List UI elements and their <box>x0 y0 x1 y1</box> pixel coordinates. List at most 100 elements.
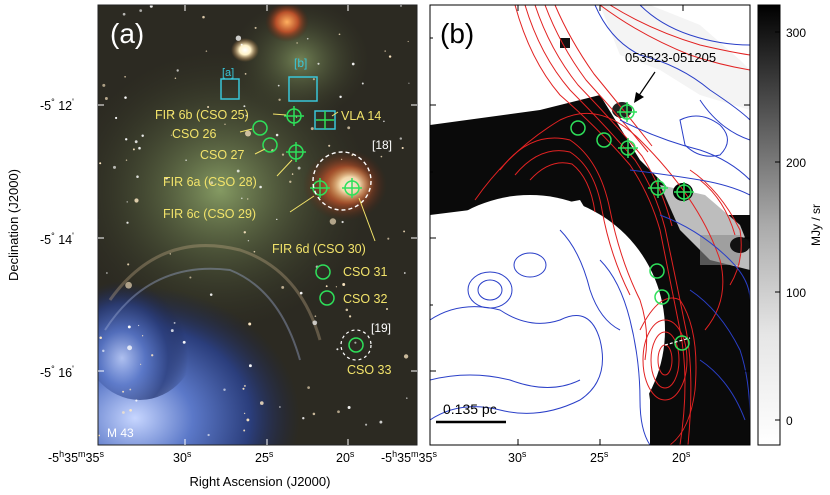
star-point <box>337 410 340 414</box>
star-point <box>189 276 192 279</box>
scalebar-label: 0.135 pc <box>443 401 497 417</box>
star-point <box>307 386 310 389</box>
ytick-14: -5° 14' <box>40 231 74 247</box>
star-point <box>379 420 383 424</box>
panel-a-region-label: M 43 <box>107 426 134 440</box>
star-point <box>210 181 214 185</box>
xtick-b-35: -5h35m35s <box>381 449 437 465</box>
star-point <box>141 335 144 337</box>
star-point <box>328 144 331 147</box>
star-point <box>106 272 108 274</box>
star-point <box>205 50 208 52</box>
star-point <box>306 37 309 40</box>
source-crosses <box>284 106 362 198</box>
star-point <box>254 26 257 29</box>
star-point <box>259 185 262 189</box>
star-point <box>207 433 210 437</box>
star-point <box>243 412 246 415</box>
cso31-circle <box>315 264 331 280</box>
xtick-a-35: -5h35m35s <box>48 449 104 465</box>
star-point <box>325 285 328 288</box>
cso33-circle <box>348 337 364 353</box>
xtick-a-20: 20s <box>336 449 355 465</box>
label-fir6b: FIR 6b (CSO 25) <box>155 108 249 122</box>
star-point <box>386 308 388 310</box>
star-point <box>174 77 177 79</box>
star-point <box>407 40 409 43</box>
star-point <box>170 134 173 137</box>
star-point <box>259 401 264 405</box>
star-point <box>408 82 410 84</box>
region-18-circle <box>312 151 372 211</box>
star-point <box>243 105 246 108</box>
star-point <box>209 293 213 296</box>
label-cso31: CSO 31 <box>343 265 388 279</box>
star-point <box>347 126 351 130</box>
star-point <box>176 69 179 72</box>
xtick-a-30: 30s <box>173 449 192 465</box>
star-point <box>240 197 243 200</box>
star-point <box>312 320 318 326</box>
star-point <box>132 148 135 151</box>
star-point <box>354 341 357 344</box>
star-point <box>136 175 139 178</box>
star-point <box>140 363 142 365</box>
star-point <box>347 406 351 409</box>
star-point <box>296 42 298 44</box>
star-point <box>275 133 279 137</box>
cso32-circle <box>319 290 335 306</box>
star-point <box>348 315 352 318</box>
star-point <box>122 390 125 393</box>
star-point <box>137 324 140 327</box>
star-point <box>170 329 174 333</box>
star-point <box>185 159 187 161</box>
box-a-label: [a] <box>222 67 234 79</box>
star-point <box>242 387 245 390</box>
ytick-12: -5° 12' <box>40 97 74 113</box>
star-arrowhead <box>634 92 644 103</box>
star-point <box>246 198 249 200</box>
star-point <box>302 417 305 420</box>
leader-lines <box>239 111 376 242</box>
star-point <box>113 165 116 169</box>
panel-a-tag: (a) <box>110 18 144 49</box>
label-cso32: CSO 32 <box>343 292 388 306</box>
region-19-circle <box>340 329 372 361</box>
star-point <box>126 201 128 203</box>
star-point <box>173 321 176 324</box>
star-point <box>122 411 125 414</box>
star-point <box>243 384 246 387</box>
x-axis-label: Right Ascension (J2000) <box>190 474 331 489</box>
star-point <box>281 153 285 156</box>
star-point <box>314 315 317 318</box>
star-point <box>115 116 118 120</box>
star-point <box>384 50 387 52</box>
star-point <box>401 146 404 150</box>
star-point <box>253 250 256 253</box>
star-point <box>129 388 132 391</box>
xtick-b-25: 25s <box>590 449 609 465</box>
star-point <box>387 237 390 240</box>
colorbar-tick-200: 200 <box>786 156 806 170</box>
star-point <box>124 75 126 78</box>
star-point <box>129 408 132 412</box>
star-point <box>383 120 385 123</box>
star-point <box>202 15 205 19</box>
star-point <box>165 176 168 180</box>
panel-a: [a] [b] [18] [19] <box>97 4 418 446</box>
star-point <box>380 155 383 158</box>
panel-b: 053523-051205 0.135 pc (b) <box>429 4 751 446</box>
star-point <box>141 134 144 137</box>
star-point <box>122 12 126 16</box>
colorbar-tick-100: 100 <box>786 286 806 300</box>
star-point <box>99 336 102 340</box>
star-point <box>276 218 278 221</box>
star-point <box>248 322 252 326</box>
star-point <box>243 231 246 234</box>
star-point <box>403 230 406 233</box>
box-a-marker <box>220 78 240 100</box>
colorbar-unit: MJy / sr <box>809 204 823 246</box>
star-point <box>139 9 143 12</box>
cso26-circle <box>252 120 268 136</box>
star-point <box>299 291 303 295</box>
